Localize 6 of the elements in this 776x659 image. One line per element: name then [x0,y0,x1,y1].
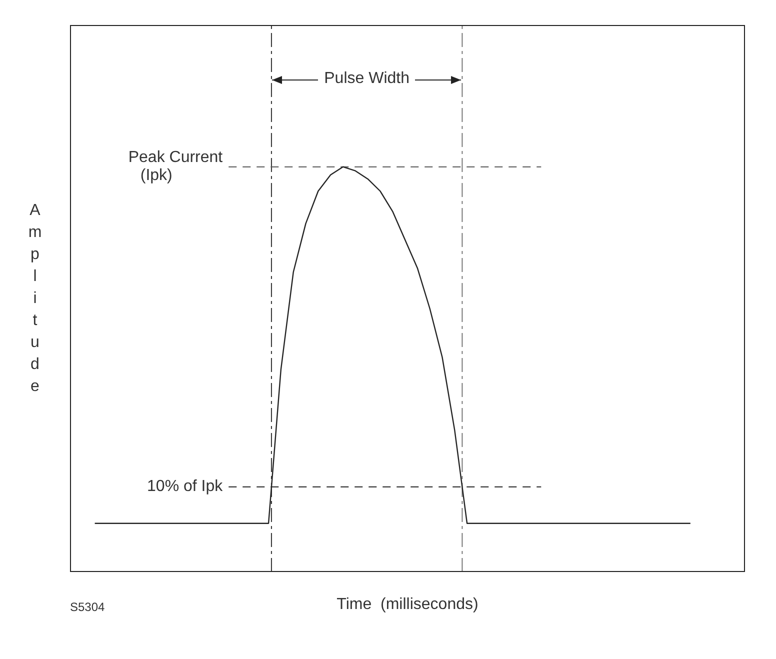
x-axis-title: Time (milliseconds) [336,596,478,613]
ref-line-label: Peak Current (Ipk) [128,148,223,185]
text: S5304 [70,600,105,614]
ref-line-label: 10% of Ipk [147,478,223,496]
text: Pulse Width [323,70,410,88]
text: Amplitude [28,202,42,395]
